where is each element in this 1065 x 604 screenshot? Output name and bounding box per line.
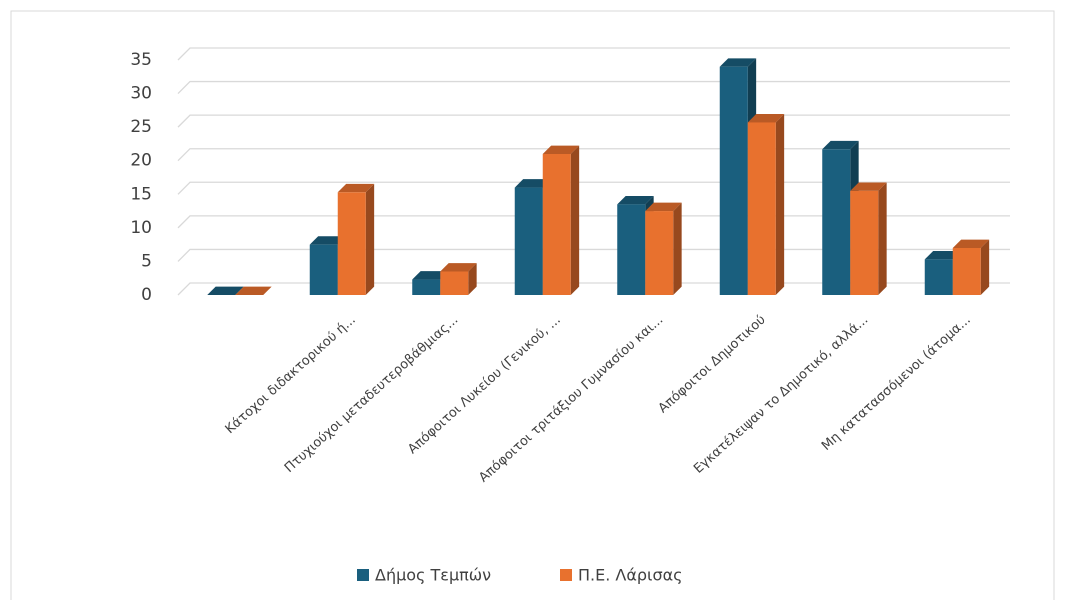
- bar-top: [207, 286, 244, 295]
- bar-top: [719, 58, 757, 67]
- bar: [412, 279, 441, 295]
- y-tick-label: 35: [130, 50, 152, 70]
- bar-side: [878, 182, 887, 295]
- bar: [440, 271, 469, 295]
- bar: [514, 187, 543, 295]
- bar-top: [542, 145, 580, 154]
- bar: [719, 66, 748, 295]
- bar-side: [980, 239, 990, 295]
- y-tick-label: 5: [141, 251, 152, 271]
- chart-border: [10, 10, 1055, 604]
- bar: [309, 244, 338, 295]
- bar: [747, 122, 776, 295]
- bar: [645, 211, 674, 295]
- y-tick-label: 10: [130, 218, 152, 238]
- bar: [952, 248, 981, 295]
- bar-side: [365, 183, 375, 295]
- bar-top: [337, 183, 375, 193]
- bar-top: [617, 195, 654, 205]
- bar-side: [570, 145, 580, 295]
- bar-top: [514, 179, 552, 188]
- bar-top: [235, 286, 272, 295]
- bar-top: [309, 236, 347, 245]
- bar-top: [645, 202, 682, 212]
- grid-line: [177, 47, 1010, 61]
- bar: [617, 204, 646, 295]
- bar: [850, 190, 879, 295]
- bar-top: [440, 263, 477, 272]
- legend-swatch: [357, 569, 369, 581]
- bar-top: [850, 182, 887, 191]
- y-tick-label: 15: [130, 184, 152, 204]
- legend-swatch: [560, 569, 572, 581]
- y-tick-label: 0: [141, 285, 152, 305]
- y-tick-label: 25: [130, 117, 152, 137]
- bar: [337, 192, 366, 295]
- bar-top: [822, 140, 859, 150]
- bar-top: [924, 251, 962, 260]
- bar: [924, 259, 953, 295]
- bar-side: [775, 114, 785, 296]
- bar-side: [468, 263, 477, 295]
- bar-side: [673, 202, 682, 295]
- bar: [822, 149, 851, 295]
- bar-top: [952, 239, 990, 248]
- bar-top: [747, 114, 785, 123]
- legend-label: Π.Ε. Λάρισας: [578, 566, 683, 585]
- bar: [542, 154, 571, 295]
- legend-label: Δήμος Τεμπών: [375, 566, 491, 585]
- y-tick-label: 30: [130, 84, 152, 104]
- y-tick-label: 20: [130, 151, 152, 171]
- bar-top: [412, 271, 449, 280]
